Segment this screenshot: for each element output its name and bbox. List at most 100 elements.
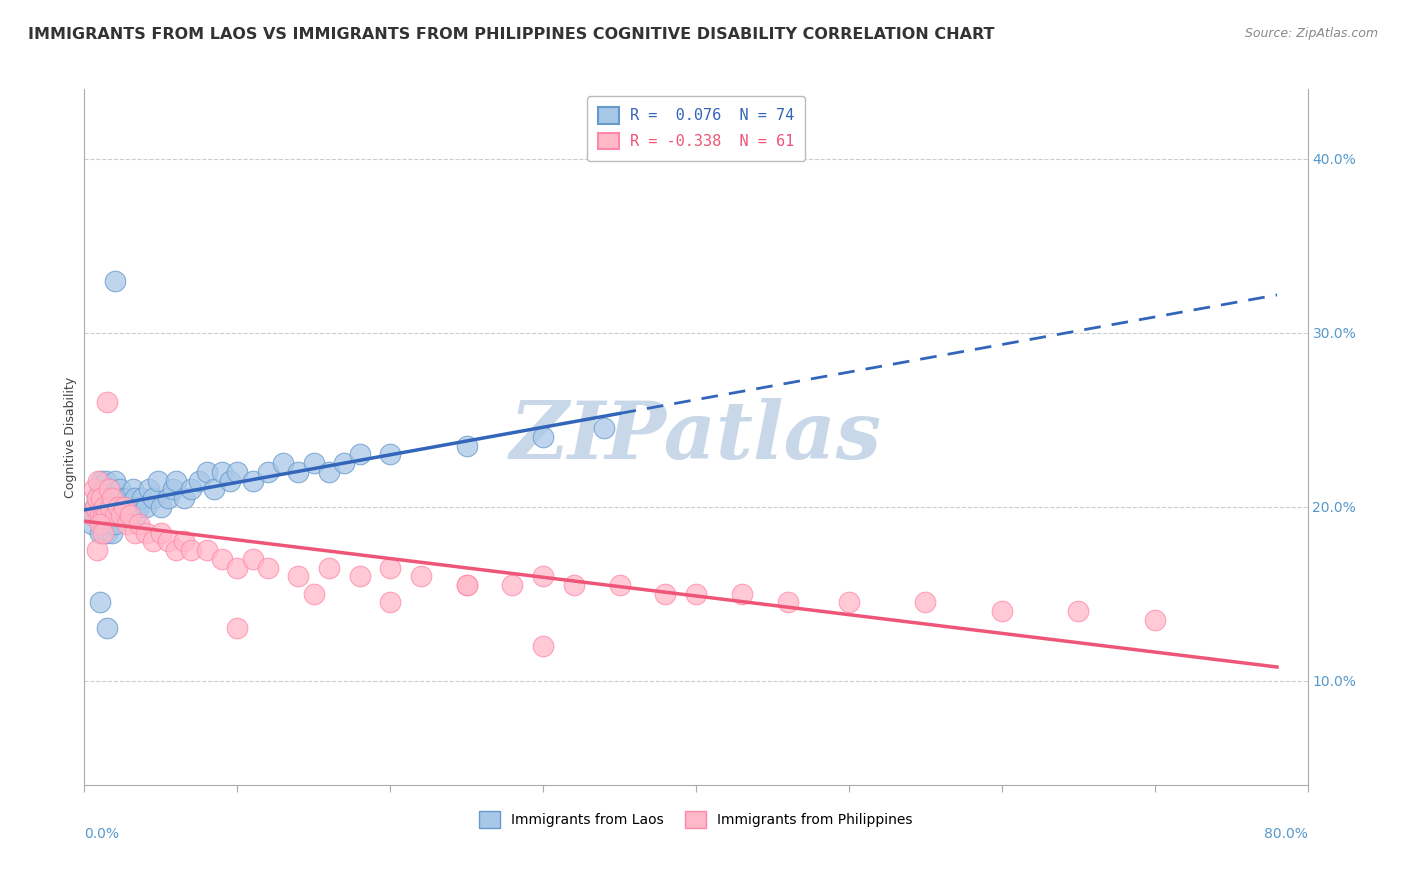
Point (242, 551, 264, 566)
Point (93, 482, 115, 496)
Point (98, 482, 121, 496)
Point (349, 447, 371, 462)
Point (97, 491, 120, 505)
Point (333, 456, 356, 470)
Point (226, 465, 249, 479)
Point (157, 534, 180, 549)
Point (287, 569, 309, 583)
Point (173, 534, 195, 549)
Point (111, 491, 134, 505)
Point (128, 516, 150, 531)
Point (89, 508, 111, 523)
Point (654, 587, 676, 601)
Point (110, 508, 132, 523)
Point (101, 525, 124, 540)
Y-axis label: Cognitive Disability: Cognitive Disability (65, 376, 77, 498)
Point (531, 430, 554, 444)
Point (318, 560, 340, 574)
Point (609, 578, 631, 592)
Point (135, 500, 157, 514)
Text: Source: ZipAtlas.com: Source: ZipAtlas.com (1244, 27, 1378, 40)
Point (349, 569, 371, 583)
Point (122, 482, 145, 496)
Point (86, 491, 108, 505)
Point (302, 587, 325, 601)
Point (104, 273, 127, 287)
Point (157, 491, 180, 505)
Point (456, 578, 478, 592)
Point (226, 621, 249, 635)
Point (180, 543, 202, 558)
Point (120, 508, 142, 523)
Point (776, 595, 799, 609)
Point (91, 525, 114, 540)
Point (131, 491, 153, 505)
Point (89, 595, 111, 609)
Point (89, 525, 111, 540)
Point (271, 456, 294, 470)
Point (101, 500, 124, 514)
Text: ZIPatlas: ZIPatlas (510, 399, 882, 475)
Point (96, 395, 118, 409)
Point (138, 482, 160, 496)
Point (104, 474, 127, 488)
Point (287, 465, 309, 479)
Point (115, 516, 138, 531)
Point (84, 500, 107, 514)
Point (226, 560, 249, 574)
Point (86, 491, 108, 505)
Point (98, 516, 121, 531)
Point (531, 569, 554, 583)
Point (242, 474, 264, 488)
Point (97, 482, 120, 496)
Point (91, 516, 114, 531)
Point (149, 525, 172, 540)
Point (502, 578, 524, 592)
Point (1143, 613, 1166, 627)
Point (165, 543, 187, 558)
Point (83, 508, 105, 523)
Point (218, 474, 240, 488)
Point (94, 474, 117, 488)
Point (80, 508, 103, 523)
Point (257, 560, 280, 574)
Point (86, 543, 108, 558)
Point (128, 500, 150, 514)
Text: 0.0%: 0.0% (84, 827, 120, 840)
Point (90, 500, 112, 514)
Point (173, 491, 195, 505)
Point (318, 465, 340, 479)
Point (124, 525, 146, 540)
Point (96, 525, 118, 540)
Point (89, 482, 111, 496)
Point (1067, 604, 1090, 618)
Point (112, 500, 135, 514)
Point (110, 508, 132, 523)
Legend: Immigrants from Laos, Immigrants from Philippines: Immigrants from Laos, Immigrants from Ph… (474, 805, 918, 834)
Point (202, 482, 225, 496)
Point (98, 500, 121, 514)
Point (149, 500, 172, 514)
Point (107, 491, 129, 505)
Point (685, 587, 707, 601)
Point (97, 508, 120, 523)
Point (90, 474, 112, 488)
Point (838, 595, 860, 609)
Point (103, 491, 125, 505)
Point (188, 474, 211, 488)
Point (162, 482, 184, 496)
Point (165, 474, 187, 488)
Point (112, 500, 135, 514)
Point (593, 421, 616, 435)
Text: IMMIGRANTS FROM LAOS VS IMMIGRANTS FROM PHILIPPINES COGNITIVE DISABILITY CORRELA: IMMIGRANTS FROM LAOS VS IMMIGRANTS FROM … (28, 27, 994, 42)
Point (195, 465, 218, 479)
Point (195, 543, 218, 558)
Point (302, 456, 325, 470)
Point (211, 465, 233, 479)
Point (731, 587, 754, 601)
Point (96, 500, 118, 514)
Point (107, 508, 129, 523)
Point (94, 508, 117, 523)
Point (456, 439, 478, 453)
Point (125, 508, 148, 523)
